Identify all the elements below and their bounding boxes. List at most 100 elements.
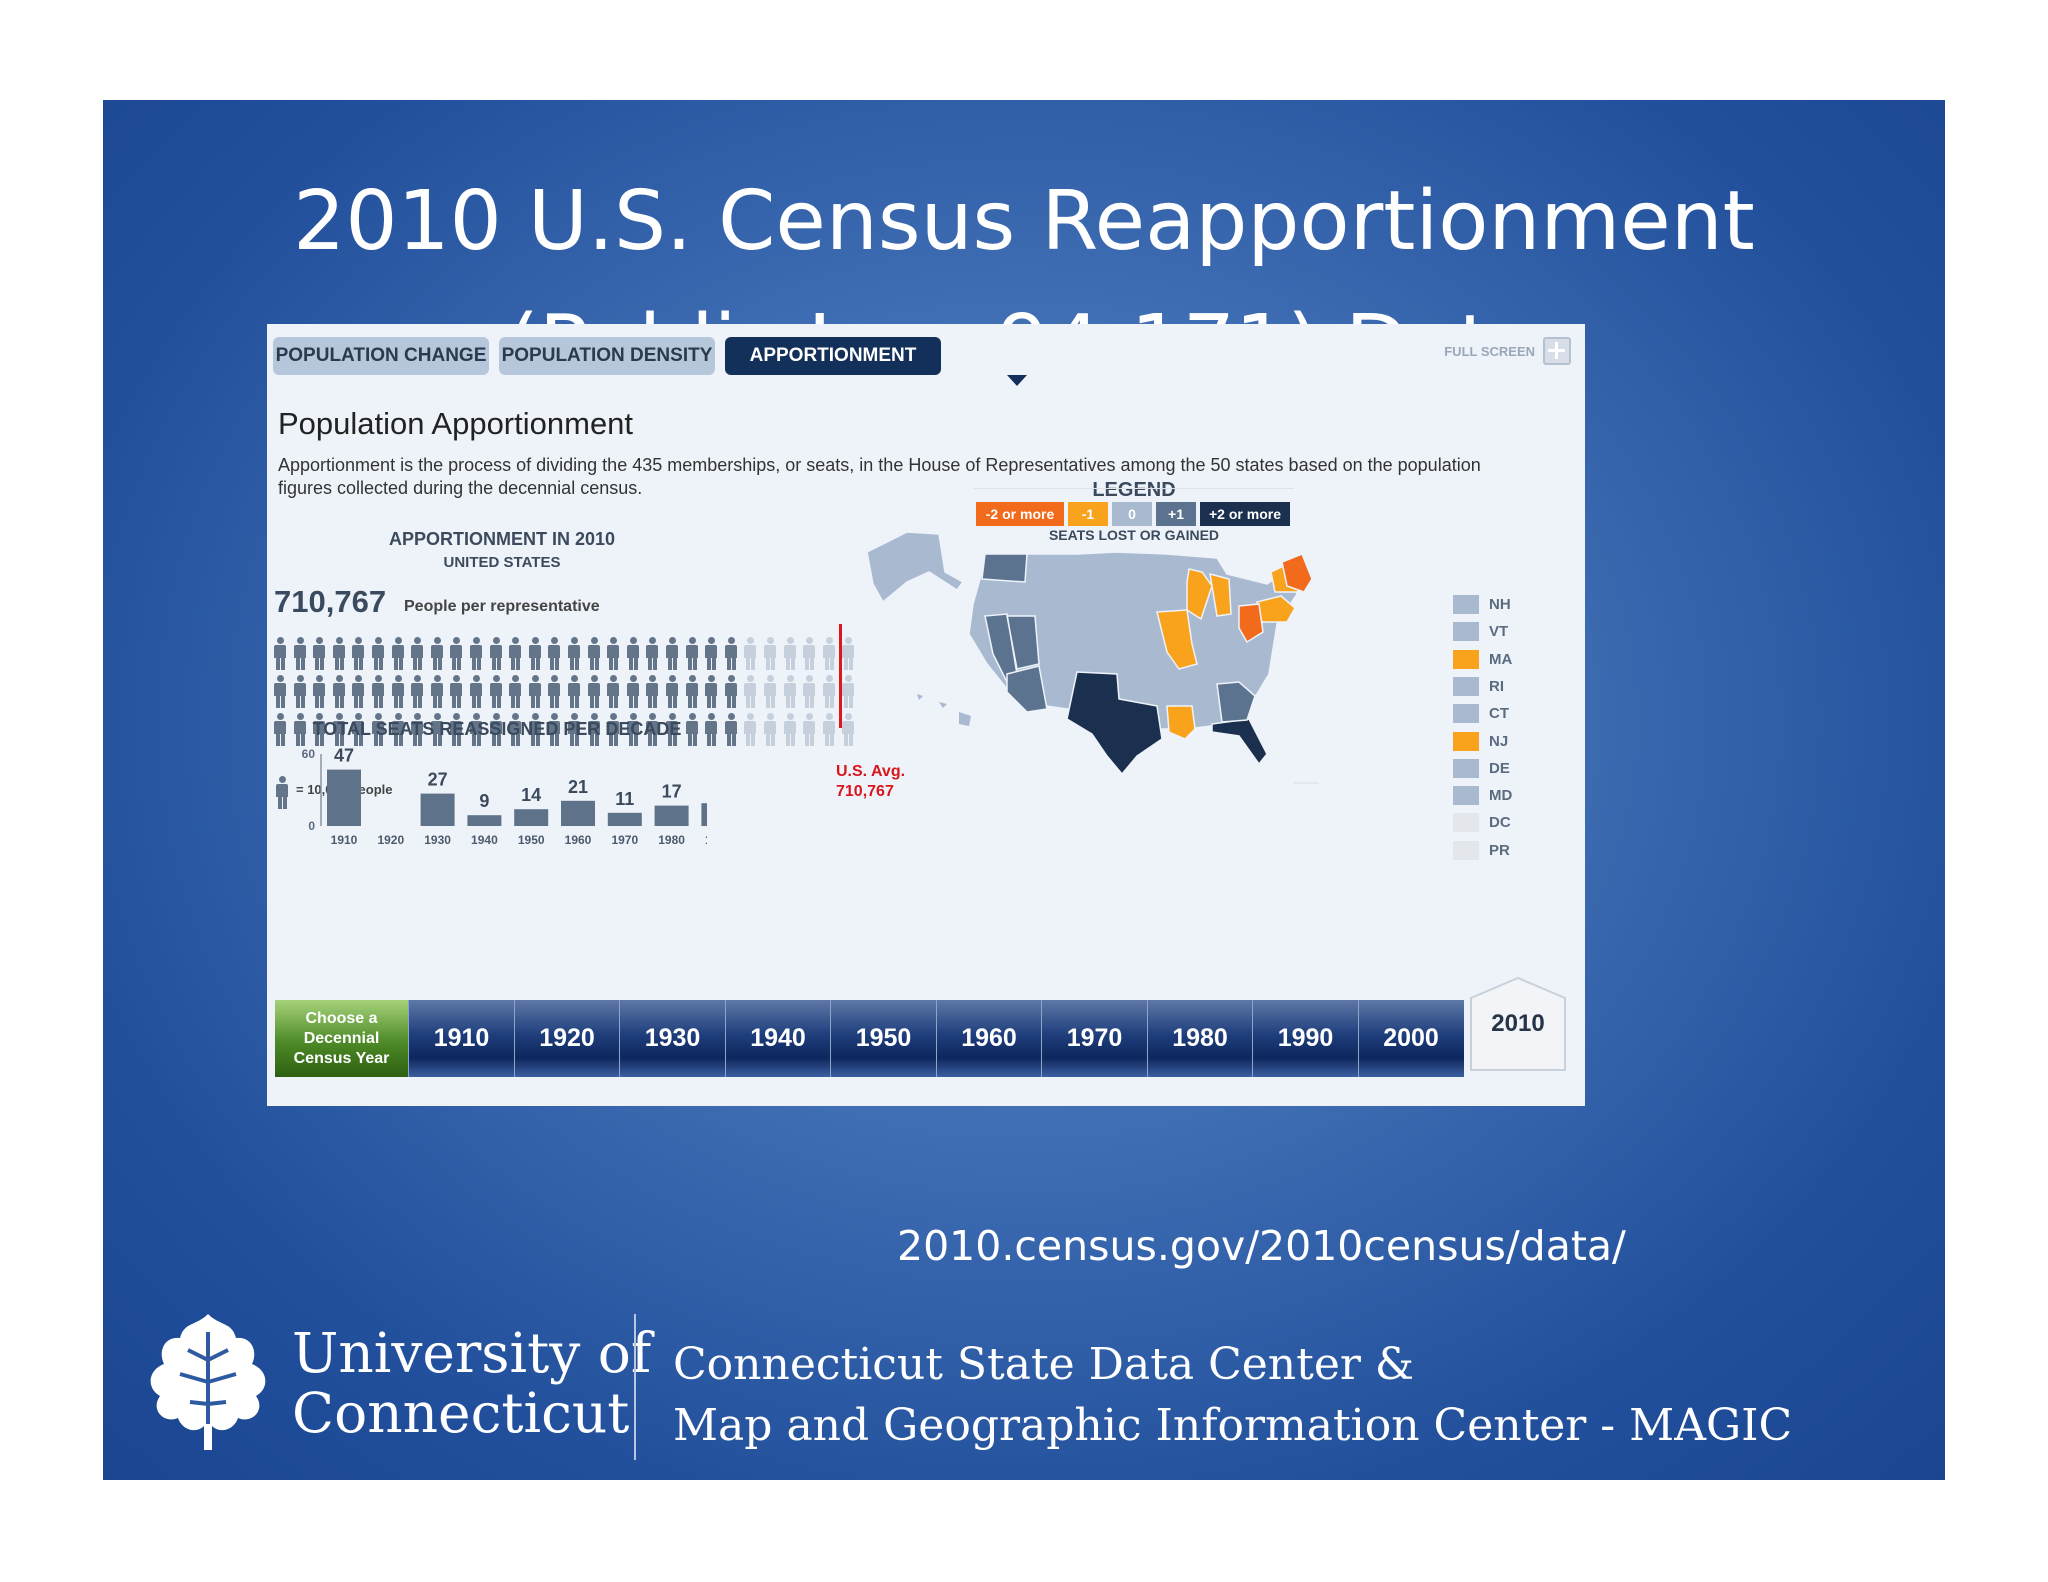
year-button[interactable]: 1920 [513, 1000, 620, 1077]
small-state-item[interactable]: PR [1453, 840, 1533, 861]
active-tab-pointer [1007, 375, 1027, 386]
year-button[interactable]: 1990 [1252, 1000, 1358, 1077]
year-button[interactable]: 1970 [1041, 1000, 1147, 1077]
fullscreen-label: FULL SCREEN [1444, 343, 1535, 359]
apportionment-title: APPORTIONMENT IN 2010 [388, 529, 616, 549]
map-hawaii [917, 694, 971, 726]
year-button[interactable]: 1960 [935, 1000, 1042, 1077]
person-icon [469, 637, 483, 671]
person-icon [783, 675, 797, 709]
bar-value-label: 21 [568, 777, 588, 797]
small-state-item[interactable]: NJ [1453, 731, 1533, 752]
fullscreen-button[interactable]: FULL SCREEN [1444, 337, 1571, 365]
person-icon [802, 675, 816, 709]
small-state-item[interactable]: MD [1453, 785, 1533, 806]
small-state-label: VT [1489, 623, 1509, 641]
small-state-label: DC [1489, 814, 1511, 832]
person-icon [312, 675, 326, 709]
person-icon [430, 713, 444, 747]
bar [420, 793, 455, 826]
year-button[interactable]: 1930 [619, 1000, 725, 1077]
person-icon [449, 675, 463, 709]
person-icon [332, 713, 346, 747]
small-state-swatch [1453, 731, 1479, 751]
data-center-line-1: Connecticut State Data Center & [673, 1339, 1415, 1390]
apportionment-subtitle: UNITED STATES [443, 554, 561, 571]
person-icon [724, 713, 738, 747]
person-icon [567, 713, 581, 747]
person-icon [606, 713, 620, 747]
person-icon [724, 675, 738, 709]
person-icon [312, 637, 326, 671]
year-button[interactable]: 1910 [408, 1000, 514, 1077]
person-icon [724, 637, 738, 671]
data-center-name: Connecticut State Data Center & Map and … [673, 1334, 1792, 1456]
map-washington [981, 553, 1028, 583]
person-icon [547, 637, 561, 671]
person-icon [743, 675, 757, 709]
small-state-label: DE [1489, 759, 1510, 777]
map-texas [1066, 671, 1163, 776]
bar [607, 812, 642, 826]
us-average-label: U.S. Avg. 710,767 [836, 762, 905, 802]
small-state-item[interactable]: CT [1453, 703, 1533, 724]
person-icon [469, 675, 483, 709]
small-state-item[interactable]: NH [1453, 594, 1533, 615]
page-heading: Population Apportionment [278, 406, 634, 441]
footer-divider [634, 1314, 636, 1460]
small-state-item[interactable]: MA [1453, 649, 1533, 670]
person-icon [508, 675, 522, 709]
person-icon [606, 675, 620, 709]
person-icon [371, 675, 385, 709]
map-alaska [867, 531, 965, 604]
legend-rule [974, 488, 1294, 489]
year-button[interactable]: 2000 [1357, 1000, 1464, 1077]
legend-swatch: -2 or more [976, 502, 1064, 526]
source-url[interactable]: 2010.census.gov/2010census/data/ [897, 1222, 1626, 1270]
person-icon [665, 675, 679, 709]
small-state-item[interactable]: DC [1453, 812, 1533, 833]
year-selected-button[interactable]: 2010 [1468, 976, 1568, 1073]
uconn-oak-leaf-logo [150, 1314, 266, 1450]
map-louisiana [1166, 705, 1196, 740]
us-average-value: 710,767 [836, 783, 894, 800]
small-state-label: RI [1489, 677, 1504, 695]
small-state-item[interactable]: DE [1453, 758, 1533, 779]
small-state-swatch [1453, 840, 1479, 860]
people-per-rep-number: 710,767 [274, 584, 387, 619]
small-state-item[interactable]: RI [1453, 676, 1533, 697]
tab-population-density[interactable]: POPULATION DENSITY [499, 337, 715, 375]
person-icon [351, 675, 365, 709]
x-tick-label: 1940 [471, 833, 498, 844]
small-state-label: NH [1489, 596, 1511, 613]
year-button[interactable]: 1940 [724, 1000, 831, 1077]
legend-swatches: -2 or more -1 0 +1 +2 or more [976, 502, 1290, 526]
small-state-item[interactable]: VT [1453, 621, 1533, 642]
year-button[interactable]: 1950 [830, 1000, 936, 1077]
person-icon [704, 637, 718, 671]
person-icon [508, 637, 522, 671]
map-georgia-sc [1216, 681, 1256, 723]
person-icon [391, 675, 405, 709]
year-button[interactable]: 1980 [1146, 1000, 1253, 1077]
person-icon [449, 713, 463, 747]
university-name: University of Connecticut [292, 1323, 651, 1443]
person-icon [489, 675, 503, 709]
people-icon-grid [273, 637, 863, 777]
person-icon [489, 637, 503, 671]
y-tick-label: 0 [308, 819, 315, 833]
map-nevada-utah [984, 613, 1040, 684]
data-center-line-2: Map and Geographic Information Center - … [673, 1400, 1793, 1451]
university-name-line-1: University of [292, 1321, 652, 1385]
x-tick-label: 1960 [565, 833, 592, 844]
seats-chart-title: TOTAL SEATS REASSIGNED PER DECADE [312, 719, 682, 739]
person-icon [410, 713, 424, 747]
person-icon [763, 637, 777, 671]
tab-population-change[interactable]: POPULATION CHANGE [273, 337, 489, 375]
person-icon [430, 675, 444, 709]
map-pr-marker [1293, 782, 1319, 784]
person-icon [312, 713, 326, 747]
tab-apportionment[interactable]: APPORTIONMENT [725, 337, 941, 375]
legend-swatch: +2 or more [1200, 502, 1290, 526]
year-selected-label: 2010 [1491, 1010, 1544, 1037]
